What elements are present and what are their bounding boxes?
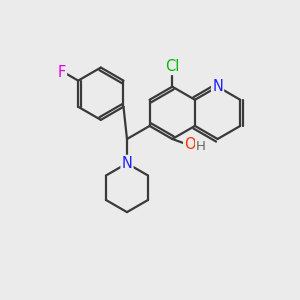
Text: F: F <box>58 65 66 80</box>
Text: O: O <box>184 137 196 152</box>
Text: N: N <box>212 79 223 94</box>
Text: Cl: Cl <box>165 59 179 74</box>
Text: H: H <box>196 140 206 153</box>
Text: N: N <box>122 156 132 171</box>
